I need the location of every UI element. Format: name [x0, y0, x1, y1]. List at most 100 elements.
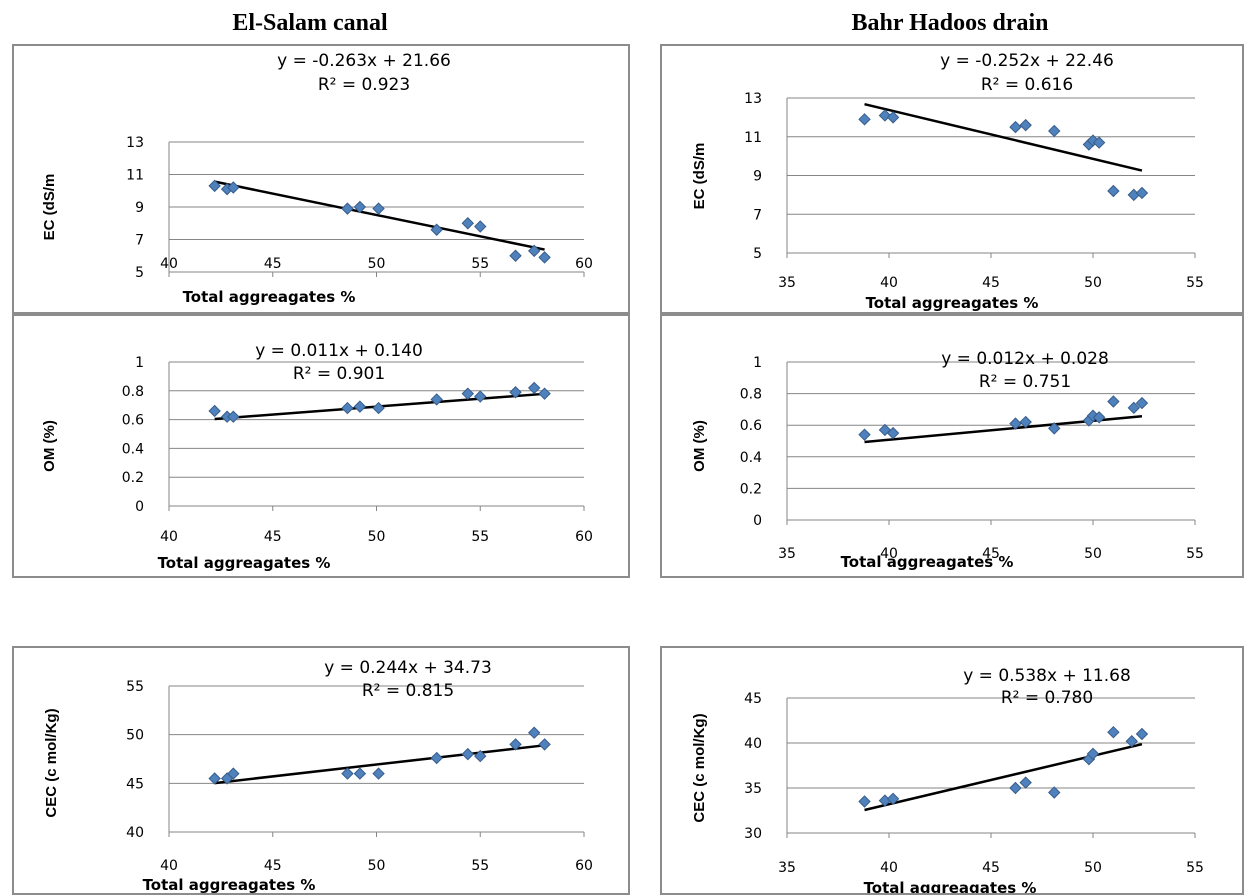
y-tick-label: 0.6 — [122, 413, 144, 429]
chart-svg: 0 0.2 0.4 0.6 0.8 1 40 45 50 55 60 y = 0.011x + 0.1… — [41, 341, 593, 572]
data-point — [886, 111, 900, 124]
chart-cec-bahr-hadoos: 30 35 40 45 35 40 45 50 55 y = 0.538x + 11.68 R² =… — [660, 646, 1244, 895]
y-tick-label: 7 — [753, 207, 762, 223]
x-tick-label: 55 — [1186, 860, 1204, 876]
x-tick-label: 45 — [982, 546, 1000, 562]
regression-equation: y = 0.244x + 34.73 — [324, 658, 492, 678]
trendline — [214, 744, 545, 785]
y-axis-title: EC (dS/m — [41, 174, 58, 241]
data-point — [527, 726, 541, 739]
r-squared: R² = 0.815 — [362, 681, 454, 701]
y-tick-label: 13 — [744, 91, 762, 107]
data-point — [372, 767, 385, 780]
x-tick-label: 35 — [778, 546, 796, 562]
y-tick-label: 45 — [126, 776, 144, 792]
data-point — [461, 747, 475, 761]
data-point — [341, 767, 354, 780]
data-point — [509, 249, 522, 262]
chart-om-bahr-hadoos: 0 0.2 0.4 0.6 0.8 1 35 40 45 50 55 y = 0.012x + 0.0… — [660, 314, 1244, 578]
x-tick-label: 45 — [982, 860, 1000, 876]
x-tick-label: 50 — [1084, 860, 1102, 876]
data-point — [1107, 725, 1120, 739]
data-point — [1019, 118, 1032, 132]
y-axis-title: OM (%) — [41, 420, 58, 472]
chart-om-el-salam: 0 0.2 0.4 0.6 0.8 1 40 45 50 55 60 y = 0.011x + 0.1… — [12, 314, 630, 578]
r-squared: R² = 0.616 — [981, 75, 1073, 95]
data-point — [1019, 776, 1032, 789]
y-tick-label: 11 — [744, 130, 762, 146]
y-tick-label: 1 — [135, 355, 144, 371]
r-squared: R² = 0.780 — [1001, 688, 1093, 708]
y-tick-label: 0.4 — [740, 450, 762, 466]
data-point — [858, 795, 871, 808]
data-point — [858, 113, 871, 126]
y-tick-label: 0 — [753, 513, 762, 529]
y-axis-title: EC (dS/m — [691, 143, 708, 210]
data-point — [208, 179, 221, 193]
data-point — [886, 792, 900, 806]
y-tick-label: 55 — [126, 679, 144, 695]
y-tick-label: 0.2 — [122, 470, 144, 486]
data-point — [353, 200, 367, 214]
y-tick-label: 50 — [126, 728, 144, 744]
x-tick-label: 55 — [471, 256, 489, 272]
data-point — [1107, 184, 1120, 198]
regression-equation: y = 0.011x + 0.140 — [255, 341, 423, 361]
data-point — [208, 404, 221, 418]
x-tick-label: 50 — [368, 256, 386, 272]
data-point — [509, 386, 522, 399]
x-tick-label: 60 — [575, 529, 593, 545]
data-point — [208, 772, 221, 785]
y-tick-label: 40 — [126, 825, 144, 841]
y-tick-label: 9 — [135, 200, 144, 216]
y-tick-label: 5 — [135, 265, 144, 281]
data-point — [461, 217, 475, 230]
data-point — [1125, 734, 1138, 748]
y-tick-label: 0.6 — [740, 418, 762, 434]
data-point — [227, 410, 240, 423]
y-tick-label: 5 — [753, 246, 762, 262]
y-axis-title: CEC (c mol/Kg) — [43, 708, 60, 817]
data-point — [1009, 120, 1022, 134]
trendline — [214, 180, 545, 251]
data-point — [538, 251, 551, 264]
y-tick-label: 45 — [744, 691, 762, 707]
x-tick-label: 55 — [1186, 275, 1204, 291]
x-tick-label: 50 — [1084, 275, 1102, 291]
data-point — [1127, 188, 1141, 202]
data-point — [353, 767, 367, 780]
data-point — [461, 387, 475, 400]
data-point — [1048, 124, 1061, 138]
regression-equation: y = -0.252x + 22.46 — [940, 51, 1114, 71]
x-tick-label: 50 — [368, 858, 386, 874]
data-point — [430, 751, 443, 765]
trendline — [864, 102, 1143, 172]
y-axis-title: CEC (c mol/Kg) — [691, 713, 708, 822]
r-squared: R² = 0.751 — [979, 372, 1071, 392]
x-axis-title: Total aggreagates % — [841, 553, 1014, 571]
data-point — [341, 202, 354, 215]
data-point — [538, 738, 551, 751]
y-tick-label: 0.8 — [740, 387, 762, 403]
x-axis-title: Total aggreagates % — [158, 554, 331, 572]
chart-svg: 40 45 50 55 40 45 50 55 60 y = 0.244x + 34.73 R² =… — [43, 658, 593, 893]
y-tick-label: 40 — [744, 736, 762, 752]
x-tick-label: 50 — [368, 529, 386, 545]
y-tick-label: 30 — [744, 826, 762, 842]
data-point — [430, 393, 443, 406]
data-point — [1135, 396, 1149, 410]
data-point — [878, 109, 892, 122]
x-tick-label: 60 — [575, 858, 593, 874]
r-squared: R² = 0.923 — [318, 75, 410, 95]
y-tick-label: 0.8 — [122, 384, 144, 400]
y-tick-label: 13 — [126, 135, 144, 151]
trendline — [864, 742, 1143, 812]
data-point — [1092, 136, 1106, 149]
y-tick-label: 0.4 — [122, 441, 144, 457]
y-axis-title: OM (%) — [691, 420, 708, 472]
data-point — [227, 767, 240, 780]
column-header-left: El-Salam canal — [232, 10, 388, 36]
x-tick-label: 55 — [1186, 546, 1204, 562]
y-tick-label: 7 — [135, 233, 144, 249]
data-point — [1092, 411, 1106, 424]
